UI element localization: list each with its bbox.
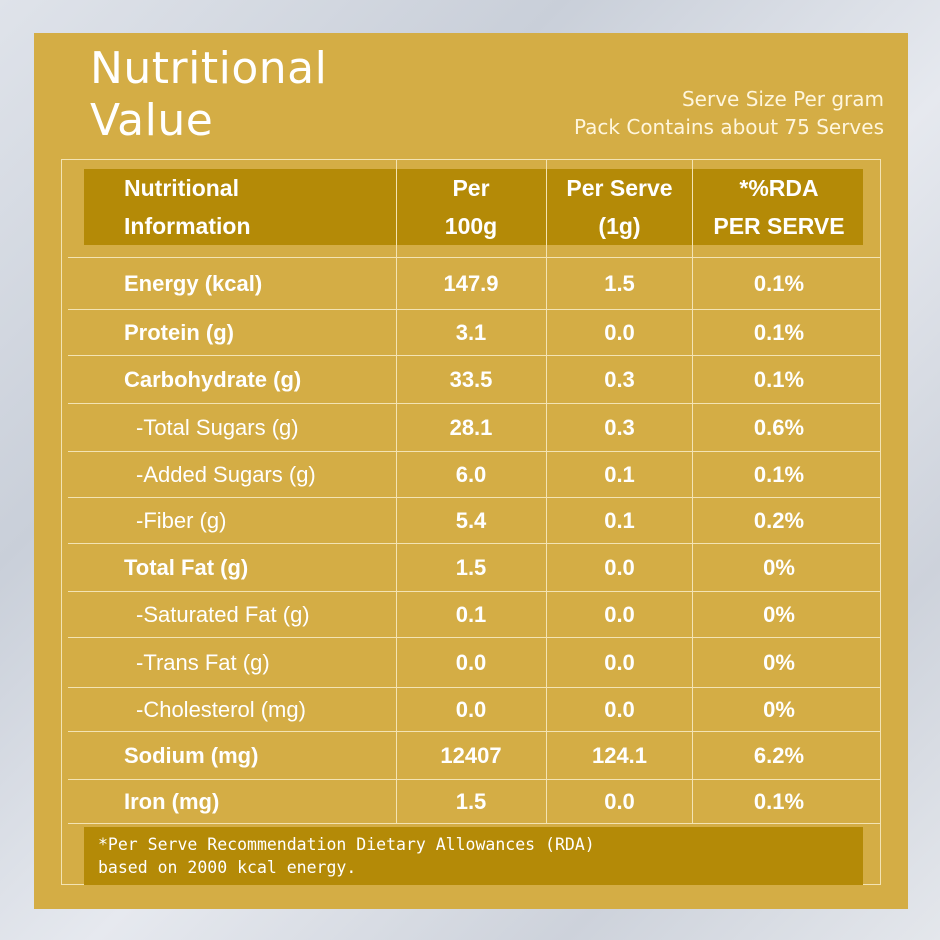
footnote-line-2: based on 2000 kcal energy. bbox=[98, 858, 357, 877]
nutrient-name: Iron (mg) bbox=[124, 788, 220, 814]
row-divider bbox=[68, 309, 880, 310]
value-rda: 0.1% bbox=[753, 320, 805, 345]
header-per-serve-line-2: (1g) bbox=[598, 213, 641, 239]
row-divider bbox=[68, 687, 880, 688]
rda-footnote: *Per Serve Recommendation Dietary Allowa… bbox=[84, 827, 863, 885]
header-rda-line-1: *%RDA bbox=[739, 175, 819, 201]
row-divider bbox=[68, 403, 880, 404]
column-divider bbox=[546, 160, 547, 823]
value-rda: 6.2% bbox=[753, 743, 805, 768]
value-per-100g: 0.0 bbox=[455, 650, 487, 675]
value-rda: 0.6% bbox=[753, 415, 805, 440]
value-per-serve: 1.5 bbox=[604, 271, 635, 296]
value-rda: 0.1% bbox=[753, 462, 805, 487]
value-per-serve: 124.1 bbox=[591, 743, 648, 768]
row-divider bbox=[68, 637, 880, 638]
nutrient-name: Protein (g) bbox=[124, 320, 234, 345]
value-rda: 0% bbox=[763, 650, 795, 675]
nutrient-name: -Added Sugars (g) bbox=[136, 462, 316, 487]
value-rda: 0.2% bbox=[753, 508, 805, 533]
header-rda-line-2: PER SERVE bbox=[713, 213, 845, 239]
value-rda: 0.1% bbox=[753, 271, 805, 296]
value-per-100g: 6.0 bbox=[455, 462, 487, 487]
value-per-serve: 0.0 bbox=[604, 320, 635, 345]
value-per-100g: 33.5 bbox=[449, 367, 493, 392]
nutrient-name: Carbohydrate (g) bbox=[124, 367, 302, 392]
value-per-100g: 28.1 bbox=[449, 415, 493, 440]
value-per-serve: 0.1 bbox=[604, 508, 635, 533]
row-divider bbox=[68, 451, 880, 452]
value-per-100g: 1.5 bbox=[455, 555, 487, 580]
value-rda: 0% bbox=[763, 697, 795, 722]
header-nutrient: Nutritional Information bbox=[124, 169, 251, 245]
value-per-100g: 0.0 bbox=[455, 697, 487, 722]
value-per-100g: 1.5 bbox=[455, 788, 487, 814]
row-divider bbox=[68, 543, 880, 544]
value-per-serve: 0.1 bbox=[604, 462, 635, 487]
nutrition-panel: Nutritional Value Serve Size Per gram Pa… bbox=[34, 33, 908, 909]
value-per-serve: 0.3 bbox=[604, 415, 635, 440]
nutrient-name: -Fiber (g) bbox=[136, 508, 227, 533]
value-per-100g: 5.4 bbox=[455, 508, 487, 533]
title-line-2: Value bbox=[90, 95, 214, 146]
value-rda: 0.1% bbox=[753, 367, 805, 392]
nutrient-name: Energy (kcal) bbox=[124, 271, 263, 296]
value-rda: 0% bbox=[763, 602, 795, 627]
value-per-serve: 0.0 bbox=[604, 650, 635, 675]
serve-size: Serve Size Per gram bbox=[681, 87, 884, 111]
row-divider bbox=[68, 823, 880, 824]
nutrient-name: Sodium (mg) bbox=[124, 743, 259, 768]
header-per-100g-line-1: Per bbox=[452, 175, 490, 201]
header-per-100g-line-2: 100g bbox=[444, 213, 498, 239]
row-divider bbox=[68, 779, 880, 780]
value-per-100g: 0.1 bbox=[455, 602, 487, 627]
nutrient-name: -Trans Fat (g) bbox=[136, 650, 270, 675]
header-per-serve-line-1: Per Serve bbox=[566, 175, 673, 201]
value-per-100g: 3.1 bbox=[455, 320, 487, 345]
column-divider bbox=[692, 160, 693, 823]
title-line-1: Nutritional bbox=[90, 43, 328, 94]
value-rda: 0.1% bbox=[753, 788, 805, 814]
value-per-100g: 12407 bbox=[440, 743, 502, 768]
header-per-100g: Per 100g bbox=[396, 169, 546, 245]
nutrient-name: -Saturated Fat (g) bbox=[136, 602, 310, 627]
nutrient-name: -Cholesterol (mg) bbox=[136, 697, 306, 722]
header-rda: *%RDA PER SERVE bbox=[693, 169, 865, 245]
value-per-serve: 0.0 bbox=[604, 602, 635, 627]
row-divider bbox=[68, 731, 880, 732]
header-per-serve: Per Serve (1g) bbox=[547, 169, 692, 245]
header-nutrient-line-1: Nutritional bbox=[124, 175, 239, 201]
header-nutrient-line-2: Information bbox=[124, 213, 251, 239]
row-divider bbox=[68, 257, 880, 258]
nutrient-name: Total Fat (g) bbox=[124, 555, 249, 580]
pack-contains: Pack Contains about 75 Serves bbox=[574, 115, 884, 139]
row-divider bbox=[68, 355, 880, 356]
footnote-line-1: *Per Serve Recommendation Dietary Allowa… bbox=[98, 835, 595, 854]
row-divider bbox=[68, 591, 880, 592]
value-per-serve: 0.0 bbox=[604, 697, 635, 722]
panel-title: Nutritional Value bbox=[90, 43, 327, 147]
nutrition-table: Nutritional Information Per 100g Per Ser… bbox=[61, 159, 881, 885]
value-per-serve: 0.0 bbox=[604, 555, 635, 580]
serve-info: Serve Size Per gram Pack Contains about … bbox=[574, 85, 884, 141]
value-per-100g: 147.9 bbox=[443, 271, 499, 296]
nutrient-name: -Total Sugars (g) bbox=[136, 415, 299, 440]
value-per-serve: 0.3 bbox=[604, 367, 635, 392]
row-divider bbox=[68, 497, 880, 498]
column-divider bbox=[396, 160, 397, 823]
value-per-serve: 0.0 bbox=[604, 788, 635, 814]
table-header-band bbox=[84, 169, 863, 245]
value-rda: 0% bbox=[763, 555, 795, 580]
